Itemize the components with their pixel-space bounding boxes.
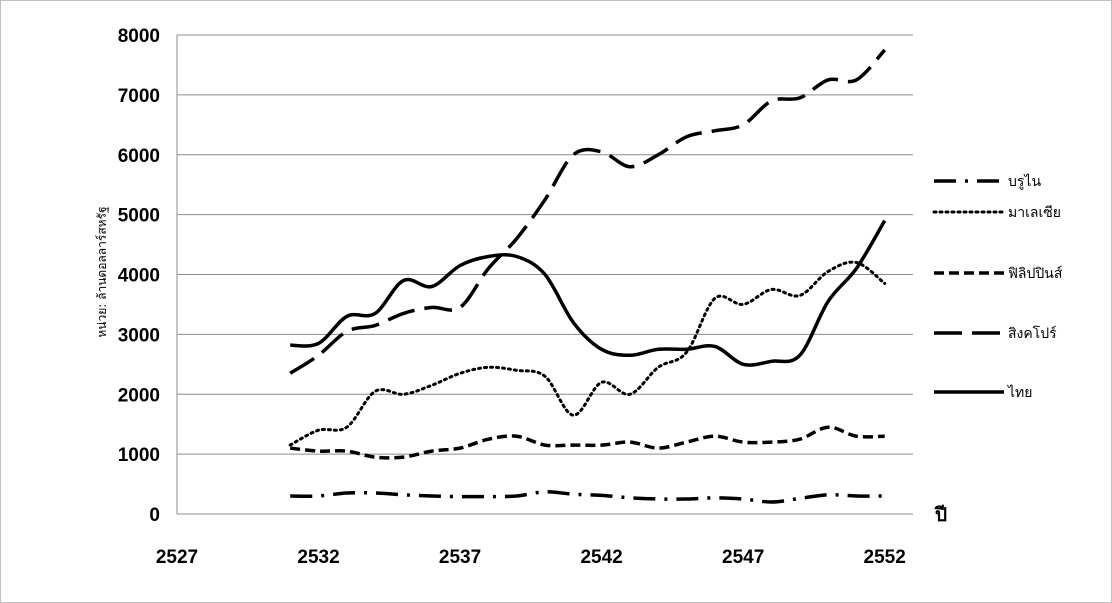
legend-label: ฟิลิปปินส์ xyxy=(1008,265,1063,282)
y-tick-label: 0 xyxy=(149,505,160,526)
series-lines xyxy=(288,48,887,504)
series-line-3 xyxy=(289,48,887,375)
y-tick-label: 2000 xyxy=(118,385,160,406)
grid-lines xyxy=(176,34,913,515)
x-axis-title: ปี xyxy=(934,504,947,526)
legend-label: บรูไน xyxy=(1008,173,1041,190)
y-tick-label: 8000 xyxy=(118,26,160,47)
series-line-4 xyxy=(290,219,887,367)
y-tick-label: 6000 xyxy=(118,146,160,167)
y-tick-label: 5000 xyxy=(118,206,160,227)
x-tick-label: 2537 xyxy=(439,547,481,568)
series-line-2 xyxy=(290,425,885,460)
y-tick-label: 1000 xyxy=(118,445,160,466)
series-line-1 xyxy=(288,260,887,447)
series-line-0 xyxy=(290,490,885,504)
y-axis-title: หน่วย: ล้านดอลลาร์สหรัฐ xyxy=(95,206,109,337)
x-tick-labels: 2527 2532 2537 2542 2547 2552 xyxy=(156,547,906,568)
legend-label: มาเลเซีย xyxy=(1008,205,1061,221)
y-tick-label: 4000 xyxy=(118,266,160,287)
y-tick-label: 7000 xyxy=(118,86,160,107)
x-tick-label: 2542 xyxy=(580,547,622,568)
x-tick-label: 2527 xyxy=(156,547,198,568)
x-tick-label: 2552 xyxy=(864,547,906,568)
legend-label: สิงคโปร์ xyxy=(1008,325,1057,342)
y-tick-label: 3000 xyxy=(118,325,160,346)
x-tick-label: 2547 xyxy=(722,547,764,568)
legend-label: ไทย xyxy=(1007,384,1032,401)
x-tick-label: 2532 xyxy=(297,547,339,568)
y-tick-labels: 0 1000 2000 3000 4000 5000 6000 7000 8000 xyxy=(118,26,160,526)
